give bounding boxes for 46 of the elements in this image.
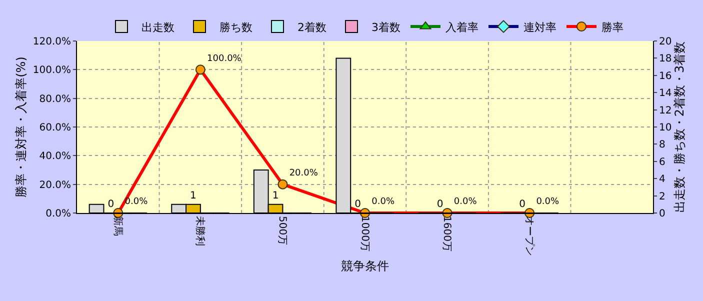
data-label: 0: [108, 199, 114, 210]
data-label: 0.0%: [454, 197, 478, 208]
data-label: 0.0%: [124, 197, 148, 208]
y2-tick-label: 18: [659, 54, 672, 65]
y2-tick-label: 16: [659, 70, 672, 82]
y2-tick-label: 2: [659, 191, 666, 202]
y2-tick-label: 10: [659, 122, 672, 134]
data-label: 1: [272, 190, 279, 202]
x-tick-label: 未勝利: [194, 216, 206, 246]
legend-label: 勝ち数: [220, 20, 252, 34]
data-label: 0: [354, 199, 361, 210]
y2-tick-label: 4: [659, 174, 666, 186]
data-label: 1: [190, 190, 196, 202]
y2-tick-label: 20: [659, 36, 672, 48]
data-label: 0.0%: [372, 197, 395, 208]
y2-tick-label: 14: [659, 88, 672, 100]
legend-label: 勝率: [602, 20, 624, 34]
y-tick-label: 80.0%: [39, 94, 71, 105]
x-tick-label: 500万: [276, 216, 288, 246]
y2-tick-label: 6: [659, 156, 666, 168]
y-tick-label: 40.0%: [39, 151, 71, 162]
x-tick-label: 1000万: [358, 216, 370, 252]
data-label: 20.0%: [289, 168, 318, 178]
y-tick-label: 20.0%: [39, 180, 71, 191]
y-tick-label: 120.0%: [32, 36, 71, 48]
y-axis-title: 勝率・連対率・入着率(%): [14, 56, 28, 198]
x-tick-label: 1600万: [441, 216, 452, 252]
legend-label: 3着数: [372, 20, 400, 34]
legend-label: 2着数: [298, 20, 326, 34]
data-label: 0: [436, 199, 444, 210]
x-axis-title: 競争条件: [341, 258, 389, 273]
data-label: 0: [519, 199, 526, 210]
data-label: 0.0%: [536, 197, 560, 208]
y2-tick-label: 8: [659, 140, 666, 151]
y2-axis-title: 出走数・勝ち数・2着数・3着数: [672, 41, 687, 213]
y2-tick-label: 12: [659, 105, 672, 116]
legend-label: 入着率: [446, 20, 478, 34]
legend-label: 連対率: [524, 20, 556, 34]
data-label: 100.0%: [207, 54, 242, 64]
x-tick-label: 新馬: [112, 216, 124, 236]
y-tick-label: 60.0%: [39, 122, 71, 134]
y-tick-label: 0.0%: [46, 208, 71, 220]
legend-label: 出走数: [142, 20, 174, 34]
x-tick-label: オープン: [523, 216, 536, 256]
y2-tick-label: 0: [659, 208, 666, 220]
y-tick-label: 100.0%: [32, 65, 71, 76]
